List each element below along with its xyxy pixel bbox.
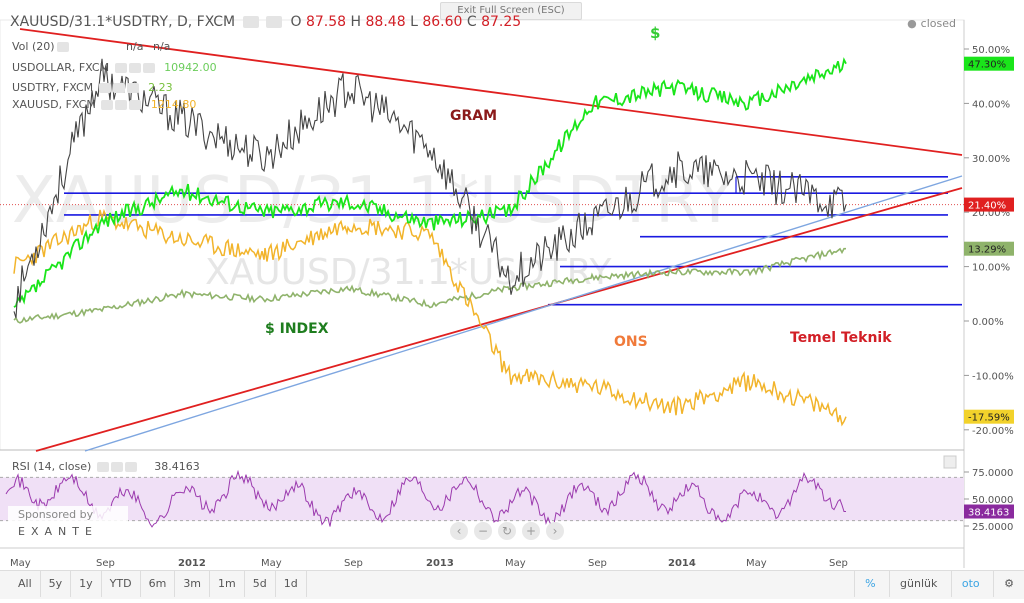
scroll-left-icon[interactable]: ‹: [450, 522, 468, 540]
timeframe-5y[interactable]: 5y: [41, 571, 72, 597]
chart-header: XAUUSD/31.1*USDTRY, D, FXCM O 87.58 H 88…: [10, 14, 521, 30]
eye-icon[interactable]: [98, 83, 111, 93]
resistance-trendline: [19, 28, 963, 156]
value-badge-label: 13.29%: [968, 245, 1006, 256]
legend-xauusd[interactable]: XAUUSD, FXCM 1214.80: [12, 98, 197, 111]
settings-icon[interactable]: [128, 63, 141, 73]
sponsor-box[interactable]: Sponsored by EXANTE: [8, 506, 128, 540]
timeframe-1y[interactable]: 1y: [71, 571, 102, 597]
close-icon[interactable]: [126, 83, 139, 93]
x-tick-label: May: [261, 558, 282, 569]
x-tick-label: 2012: [178, 558, 206, 569]
timeframe-1m[interactable]: 1m: [210, 571, 245, 597]
value-badge-label: -17.59%: [968, 413, 1010, 424]
settings-icon[interactable]: [115, 100, 128, 110]
legend-usdollar[interactable]: USDOLLAR, FXCM 10942.00: [12, 61, 217, 74]
rsi-tick-label: 75.0000: [972, 468, 1013, 479]
market-status: closed: [907, 17, 956, 30]
eye-icon[interactable]: [242, 16, 259, 28]
x-tick-label: May: [746, 558, 767, 569]
y-tick-label: 50.00%: [972, 45, 1010, 56]
y-tick-label: -10.00%: [972, 371, 1014, 382]
eye-icon[interactable]: [96, 462, 109, 472]
x-tick-label: Sep: [344, 558, 363, 569]
close-icon[interactable]: [129, 100, 142, 110]
timeframe-ytd[interactable]: YTD: [102, 571, 141, 597]
ons-annotation: ONS: [614, 334, 648, 350]
exit-fullscreen-button[interactable]: Exit Full Screen (ESC): [440, 2, 582, 20]
visibility-icon[interactable]: [56, 42, 69, 52]
dollar-index-annotation: $ INDEX: [265, 321, 329, 337]
rsi-band: [0, 477, 964, 521]
rsi-line: [5, 469, 846, 528]
x-tick-label: Sep: [829, 558, 848, 569]
value-badge-label: 47.30%: [968, 60, 1006, 71]
temel-teknik-annotation: Temel Teknik: [790, 330, 892, 346]
close-icon[interactable]: [124, 462, 137, 472]
chart-navigation: ‹ − ↻ + ›: [450, 522, 570, 540]
value-badge: [964, 56, 1014, 71]
x-tick-label: 2014: [668, 558, 696, 569]
timeframe-list: All 5y 1y YTD 6m 3m 1m 5d 1d: [0, 571, 307, 597]
y-tick-label: 10.00%: [972, 263, 1010, 274]
x-tick-label: May: [10, 558, 31, 569]
secondary-trendline: [84, 175, 963, 452]
eye-icon[interactable]: [101, 100, 114, 110]
timeframe-all[interactable]: All: [0, 571, 41, 597]
settings-icon[interactable]: [112, 83, 125, 93]
log-toggle[interactable]: günlük: [889, 571, 947, 597]
value-badge-label: 21.40%: [968, 201, 1006, 212]
value-badge: [964, 409, 1014, 424]
y-tick-label: -20.00%: [972, 426, 1014, 437]
rsi-tick-label: 50.0000: [972, 495, 1013, 506]
y-tick-label: 40.00%: [972, 99, 1010, 110]
gram-annotation: GRAM: [450, 108, 497, 124]
value-badge: [964, 197, 1014, 212]
close-icon[interactable]: [142, 63, 155, 73]
rsi-value-label: 38.4163: [968, 508, 1009, 519]
xauusd-line: [13, 208, 847, 427]
legend-usdtry[interactable]: USDTRY, FXCM 2.23: [12, 81, 173, 94]
x-tick-label: 2013: [426, 558, 454, 569]
usdollar-line: [13, 57, 847, 308]
eye-icon[interactable]: [114, 63, 127, 73]
y-tick-label: 0.00%: [972, 317, 1004, 328]
symbol-title[interactable]: XAUUSD/31.1*USDTRY, D, FXCM: [10, 14, 236, 30]
rsi-value-badge: [964, 504, 1014, 519]
timeframe-6m[interactable]: 6m: [141, 571, 176, 597]
x-tick-label: May: [505, 558, 526, 569]
timeframe-3m[interactable]: 3m: [175, 571, 211, 597]
percent-toggle[interactable]: %: [854, 571, 885, 597]
gram-price-line: [13, 58, 847, 319]
dollar-annotation: $: [650, 24, 660, 42]
usdtry-line: [13, 247, 847, 324]
value-badge: [964, 241, 1014, 256]
x-tick-label: Sep: [588, 558, 607, 569]
settings-icon[interactable]: [110, 462, 123, 472]
rsi-tick-label: 25.0000: [972, 522, 1013, 533]
support-trendline: [35, 187, 963, 452]
scroll-right-icon[interactable]: ›: [546, 522, 564, 540]
timeframe-1d[interactable]: 1d: [276, 571, 307, 597]
ohlc-values: O 87.58 H 88.48 L 86.60 C 87.25: [290, 14, 522, 30]
legend-vol[interactable]: Vol (20) n/a n/a: [12, 40, 171, 53]
gear-icon[interactable]: ⚙: [993, 571, 1024, 597]
y-tick-label: 30.00%: [972, 154, 1010, 165]
auto-toggle[interactable]: oto: [950, 571, 990, 597]
y-tick-label: 20.00%: [972, 208, 1010, 219]
bottom-toolbar: All 5y 1y YTD 6m 3m 1m 5d 1d % günlük oto ⚙: [0, 570, 1024, 599]
timeframe-5d[interactable]: 5d: [245, 571, 276, 597]
zoom-out-icon[interactable]: −: [474, 522, 492, 540]
maximize-icon: [943, 455, 957, 469]
scale-options: % günlük oto ⚙: [854, 571, 1024, 597]
zoom-in-icon[interactable]: +: [522, 522, 540, 540]
reset-icon[interactable]: ↻: [498, 522, 516, 540]
rsi-legend[interactable]: RSI (14, close) 38.4163: [12, 460, 200, 473]
settings-icon[interactable]: [266, 16, 283, 28]
x-tick-label: Sep: [96, 558, 115, 569]
